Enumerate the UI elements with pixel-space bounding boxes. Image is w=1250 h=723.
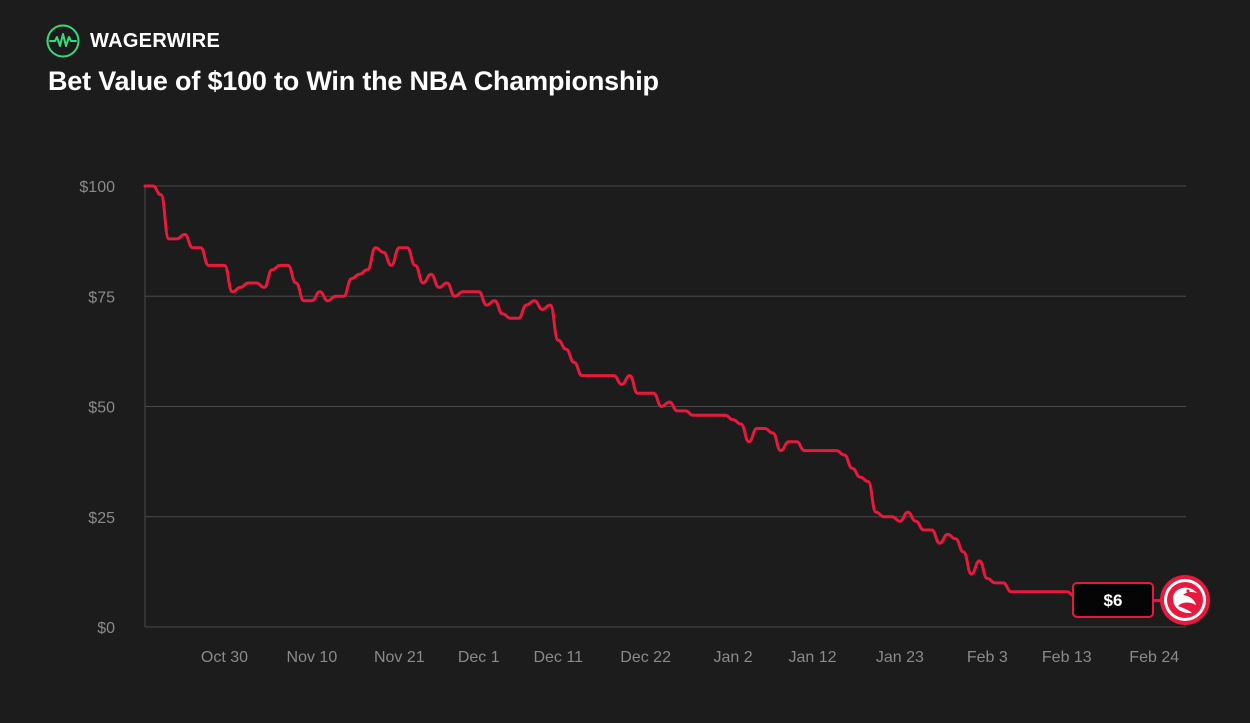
brand: WAGERWIRE [46, 24, 220, 58]
y-tick-label: $25 [88, 510, 115, 527]
x-tick-label: Nov 10 [287, 649, 338, 666]
x-tick-label: Jan 12 [788, 649, 836, 666]
series-line [143, 184, 1163, 602]
x-tick-label: Dec 11 [533, 649, 583, 666]
x-tick-label: Feb 13 [1042, 649, 1092, 666]
y-tick-label: $75 [88, 289, 115, 306]
x-tick-label: Nov 21 [374, 649, 425, 666]
x-tick-label: Dec 22 [620, 649, 671, 666]
x-tick-label: Jan 23 [876, 649, 924, 666]
brand-name: WAGERWIRE [90, 29, 221, 52]
y-tick-label: $50 [88, 400, 115, 417]
x-tick-label: Oct 30 [201, 649, 248, 666]
chart-title: Bet Value of $100 to Win the NBA Champio… [48, 66, 659, 96]
y-tick-label: $0 [97, 620, 115, 637]
hawk-logo-icon [1160, 575, 1210, 625]
x-tick-label: Feb 24 [1129, 649, 1179, 666]
x-tick-label: Feb 3 [967, 649, 1008, 666]
y-tick-label: $100 [79, 179, 115, 196]
end-value-box [1072, 582, 1154, 618]
x-tick-label: Dec 1 [458, 649, 500, 666]
end-value-label: $6 [1104, 591, 1123, 610]
pulse-icon [46, 24, 80, 58]
x-tick-label: Jan 2 [713, 649, 752, 666]
